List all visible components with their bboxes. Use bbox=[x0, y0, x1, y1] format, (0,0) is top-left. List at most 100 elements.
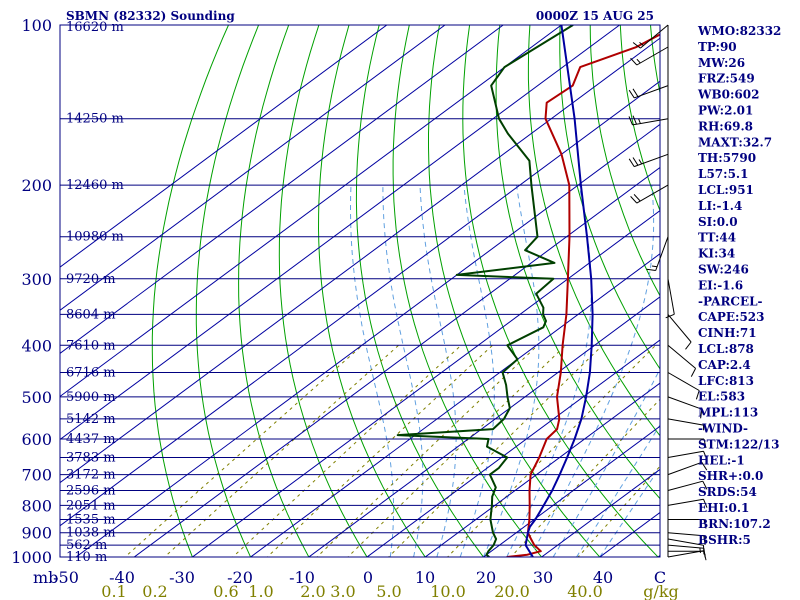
height-label: 562 m bbox=[66, 538, 107, 553]
moist-adiabat bbox=[482, 185, 540, 557]
index-value: MPL:113 bbox=[698, 406, 758, 420]
index-value: EHI:0.1 bbox=[698, 501, 749, 515]
mixing-ratio-line bbox=[446, 344, 656, 557]
mixing-ratio-tick-label: 20.0 bbox=[494, 582, 530, 600]
index-value: MAXT:32.7 bbox=[698, 135, 772, 149]
isotherm bbox=[424, 382, 660, 557]
isotherm bbox=[308, 296, 660, 557]
station-title: SBMN (82332) Sounding bbox=[66, 9, 235, 23]
index-value: SW:246 bbox=[698, 263, 749, 277]
parcel-profile bbox=[524, 25, 594, 557]
index-value: BRN:107.2 bbox=[698, 517, 771, 531]
dry-adiabat bbox=[619, 25, 660, 212]
index-value: L57:5.1 bbox=[698, 167, 748, 181]
moist-adiabat bbox=[599, 466, 660, 557]
height-label: 8604 m bbox=[66, 307, 116, 322]
wind-barb bbox=[628, 85, 669, 99]
dry-adiabat bbox=[559, 25, 660, 370]
height-label: 3172 m bbox=[66, 468, 116, 483]
mixing-ratio-tick-label: 0.6 bbox=[213, 582, 238, 600]
wind-barb bbox=[667, 344, 697, 377]
sounding-time: 0000Z 15 AUG 25 bbox=[536, 9, 654, 23]
pressure-tick-label: 900 bbox=[21, 524, 52, 543]
index-value: HEL:-1 bbox=[698, 453, 745, 467]
mixing-ratio-line bbox=[347, 344, 566, 557]
moist-adiabat bbox=[529, 185, 655, 557]
mixing-ratio-line bbox=[266, 344, 493, 557]
dewpoint-profile bbox=[396, 25, 574, 557]
height-label: 2051 m bbox=[66, 498, 116, 513]
temperature-tick-label: -10 bbox=[289, 568, 315, 587]
wind-barb bbox=[646, 236, 669, 271]
index-value: CINH:71 bbox=[698, 326, 757, 340]
isotherm bbox=[75, 123, 660, 557]
index-value: -PARCEL- bbox=[698, 294, 763, 308]
temperature-tick-label: 40 bbox=[593, 568, 613, 587]
index-value: PW:2.01 bbox=[698, 104, 753, 118]
mixing-ratio-tick-label: 1.0 bbox=[248, 582, 273, 600]
height-label: 1038 m bbox=[66, 526, 116, 541]
plot-border bbox=[59, 24, 661, 558]
isotherm bbox=[60, 25, 562, 398]
index-value: WMO:82332 bbox=[697, 24, 781, 38]
pressure-unit-label: mb bbox=[33, 568, 58, 587]
temperature-tick-label: -30 bbox=[169, 568, 195, 587]
wind-barb bbox=[667, 538, 705, 555]
index-value: SHR+:0.0 bbox=[698, 469, 763, 483]
dry-adiabat bbox=[278, 25, 368, 557]
temperature-tick-label: -50 bbox=[53, 568, 79, 587]
dry-adiabat bbox=[527, 25, 660, 437]
height-label: 2596 m bbox=[66, 484, 116, 499]
isotherm bbox=[60, 37, 660, 484]
index-value: BSHR:5 bbox=[698, 533, 751, 547]
dry-adiabat bbox=[462, 25, 659, 557]
wind-barb bbox=[668, 519, 707, 529]
index-value: TT:44 bbox=[698, 231, 736, 245]
height-label: 5142 m bbox=[66, 412, 116, 427]
mixing-ratio-line bbox=[316, 344, 539, 557]
height-label: 7610 m bbox=[66, 338, 116, 353]
dry-adiabat bbox=[355, 25, 485, 557]
height-label: 12460 m bbox=[66, 178, 124, 193]
height-label: 5900 m bbox=[66, 390, 116, 405]
mixing-ratio-tick-label: 10.0 bbox=[430, 582, 466, 600]
dry-adiabat bbox=[195, 25, 260, 557]
wind-barb bbox=[667, 372, 700, 400]
index-value: EI:-1.6 bbox=[698, 278, 743, 292]
dry-adiabat bbox=[392, 25, 543, 557]
index-value: LI:-1.4 bbox=[698, 199, 742, 213]
isotherm bbox=[249, 253, 660, 557]
pressure-tick-label: 300 bbox=[21, 270, 52, 289]
dry-adiabat bbox=[151, 25, 229, 557]
temperature-unit-label: C bbox=[654, 568, 666, 587]
isotherm bbox=[60, 25, 388, 268]
pressure-tick-label: 500 bbox=[21, 388, 52, 407]
pressure-tick-label: 1000 bbox=[11, 548, 52, 567]
wind-barb bbox=[667, 396, 703, 419]
height-label: 16620 m bbox=[66, 20, 124, 35]
index-value: MW:26 bbox=[698, 56, 745, 70]
wind-barb bbox=[632, 24, 669, 49]
temperature-tick-label: 10 bbox=[415, 568, 435, 587]
temperature-tick-label: 0 bbox=[363, 568, 373, 587]
wind-barb bbox=[668, 438, 707, 449]
height-label: 9720 m bbox=[66, 272, 116, 287]
index-value: STM:122/13 bbox=[698, 437, 779, 451]
index-value: WB0:602 bbox=[697, 88, 759, 102]
wind-barbs bbox=[628, 24, 708, 561]
height-label: 14250 m bbox=[66, 112, 124, 127]
mixing-ratio-tick-label: 0.2 bbox=[142, 582, 167, 600]
dry-adiabat bbox=[238, 25, 310, 557]
index-value: LCL:878 bbox=[698, 342, 754, 356]
chart-profiles bbox=[396, 25, 660, 557]
height-label: 3783 m bbox=[66, 451, 116, 466]
pressure-tick-label: 100 bbox=[21, 16, 52, 35]
mixing-ratio-tick-label: 5.0 bbox=[376, 582, 401, 600]
wind-barb bbox=[665, 278, 675, 319]
height-label: 6716 m bbox=[66, 366, 116, 381]
isotherm bbox=[482, 425, 660, 557]
wind-barb bbox=[628, 115, 669, 126]
temperature-tick-label: 30 bbox=[533, 568, 553, 587]
mixing-ratio-tick-label: 2.0 bbox=[300, 582, 325, 600]
